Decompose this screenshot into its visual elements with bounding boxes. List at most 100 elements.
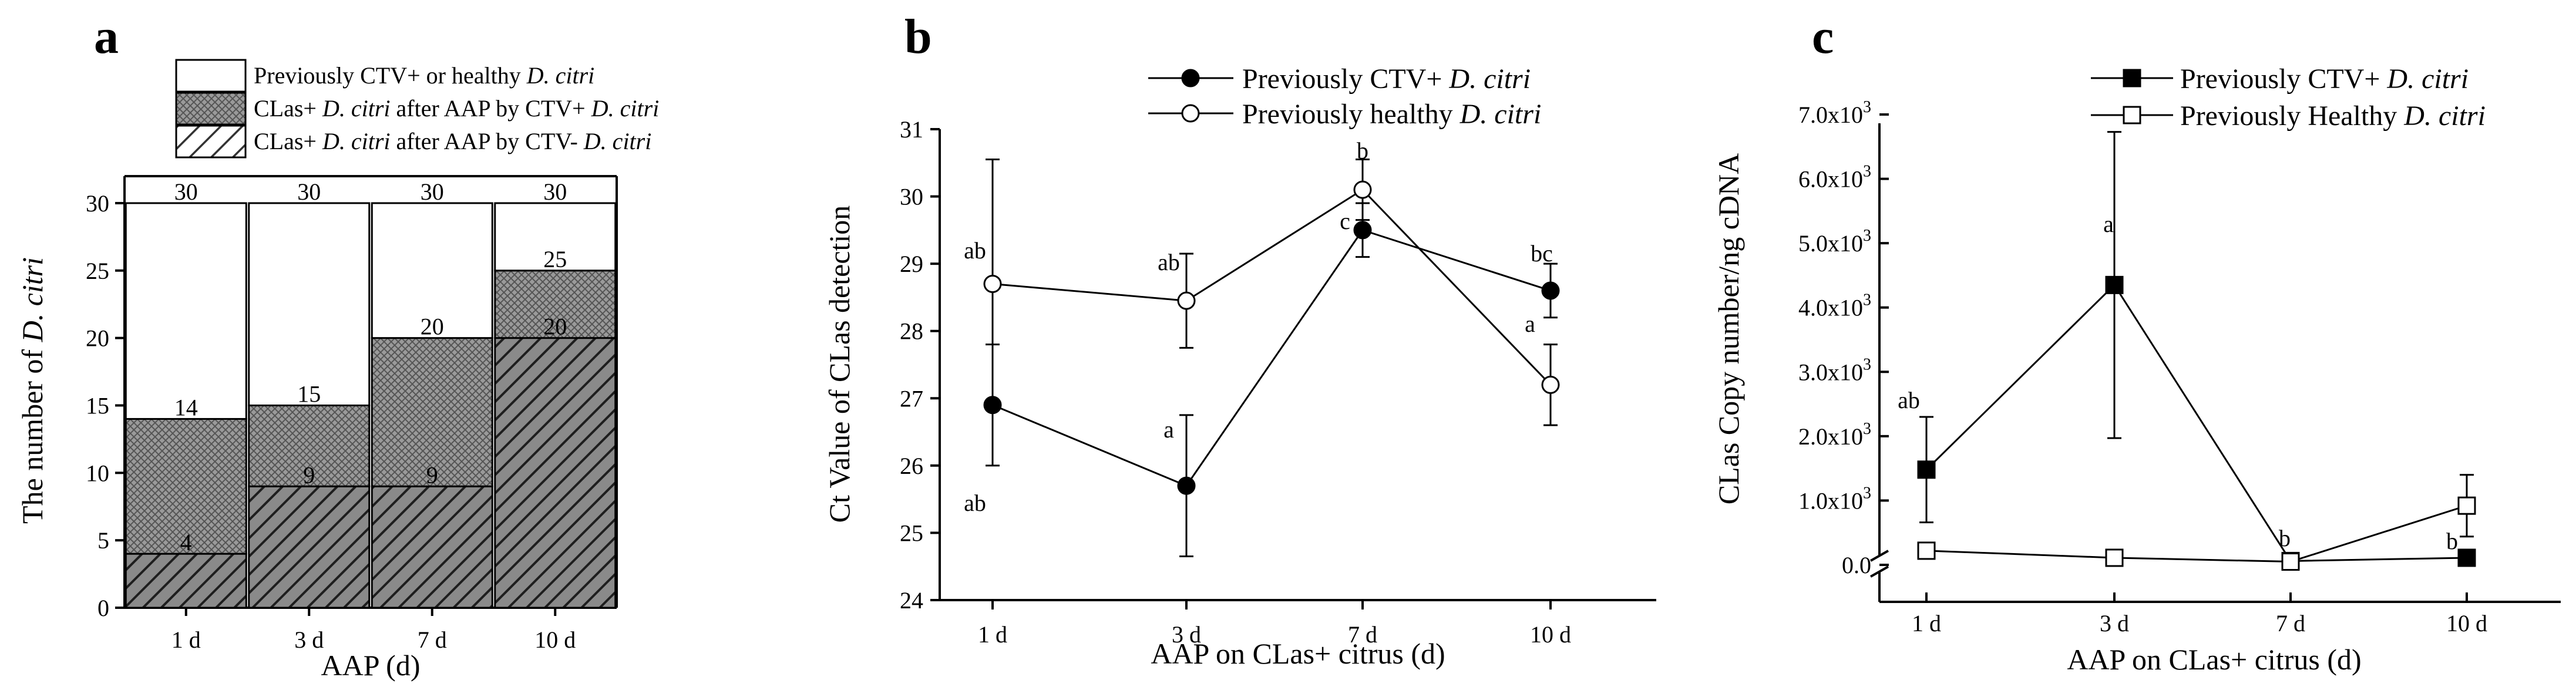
panel-c-point (2105, 275, 2124, 294)
panel-a-legend-label-part-0: CLas+ (254, 128, 322, 154)
panel-a-legend-label-part-0: Previously CTV+ or healthy (254, 62, 527, 89)
panel-a-stack-label: 9 (303, 462, 315, 488)
panel-b-legend-label: Previously healthy D. citri (1242, 99, 1541, 130)
panel-b-ytick-label: 30 (900, 184, 923, 210)
panel-b-significance-letter: ab (1158, 249, 1180, 275)
panel-a-bar-lower (248, 485, 371, 609)
panel-a-stack-label: 30 (174, 179, 198, 205)
panel-a-bars (125, 202, 617, 609)
panel-a-bar-lower (494, 337, 617, 609)
panel-c-ytick-exponent: 3 (1863, 420, 1871, 438)
panel-a-stack-label: 4 (180, 529, 192, 555)
panel-c-axis-break-1 (1870, 550, 1889, 562)
panel-a-stack-label: 25 (543, 246, 567, 272)
panel-c-ytick-label: 6.0x103 (1798, 163, 1871, 193)
panel-a-bar-top (125, 202, 247, 420)
panel-c-legend-label: Previously Healthy D. citri (2180, 100, 2486, 132)
panel-a-bar-middle (248, 404, 371, 487)
panel-b-series-line (992, 229, 1551, 487)
panel-c-significance-letter: b (2279, 525, 2291, 551)
panel-a-stack-label: 9 (426, 462, 438, 488)
panel-c-point (1917, 460, 1936, 479)
panel-c-x-ticks: 1 d 3 d 7 d 10 d (1912, 592, 2487, 637)
panel-c-series-line (1925, 283, 2467, 562)
panel-c-ytick-mantissa: 4.0x10 (1798, 295, 1863, 321)
panel-b-ytick-label: 29 (900, 251, 923, 277)
panel-a-bar-middle (494, 270, 617, 339)
panel-a-legend-label-part-2: after AAP by CTV- (391, 128, 584, 154)
panel-b-point (983, 275, 1002, 294)
panel-b-xtick-label: 7 d (1348, 621, 1377, 648)
panel-a-x-ticks: 1 d 3 d 7 d 10 d (171, 608, 576, 653)
panel-c-axis-break-2 (1870, 565, 1889, 578)
panel-a-legend-swatch (175, 92, 247, 126)
panel-a-y-label: The number of D. citri (16, 257, 49, 524)
panel-a-ytick-label: 25 (86, 258, 109, 284)
panel-c-ytick-exponent: 3 (1863, 163, 1871, 181)
panel-b-significance-letter: ab (964, 237, 986, 264)
panel-c-ytick-label: 2.0x103 (1798, 420, 1871, 450)
panel-b-xtick-label: 10 d (1530, 621, 1571, 648)
panel-a-bar-middle (371, 337, 493, 487)
panel-a-xtick-label: 7 d (418, 627, 447, 653)
panel-c-point (2457, 548, 2476, 567)
panel-a-stack-label: 14 (174, 394, 198, 420)
panel-b-y-ticks: 24 25 26 27 28 29 30 31 (900, 116, 940, 614)
panel-b-legend-marker (1181, 69, 1200, 87)
panel-c-xtick-label: 7 d (2276, 610, 2305, 637)
panel-a-stack-label: 30 (421, 179, 444, 205)
panel-b-xtick-label: 3 d (1172, 621, 1201, 648)
panel-b-significance-letter: bc (1531, 240, 1553, 267)
panel-c-xtick-label: 10 d (2446, 610, 2487, 637)
panel-c-ytick-label: 4.0x103 (1798, 291, 1871, 321)
panel-c-ytick-mantissa: 1.0x10 (1798, 487, 1863, 514)
panel-c-ytick-mantissa: 6.0x10 (1798, 166, 1863, 193)
panel-c-legend-marker (2123, 106, 2141, 124)
panel-a-ytick-label: 20 (86, 325, 109, 352)
panel-a-bar-top (248, 202, 371, 406)
panel-c-ytick-exponent: 3 (1863, 484, 1871, 502)
panel-b-significance-letter: ab (964, 490, 986, 516)
panel-c-legend-label-part-1: D. citri (2403, 100, 2486, 132)
panel-a-bar-lower (125, 553, 247, 609)
panel-c-ytick-mantissa: 7.0x10 (1798, 102, 1863, 128)
panel-c-ytick-label: 3.0x103 (1798, 355, 1871, 385)
panel-c-ytick-label: 1.0x103 (1798, 484, 1871, 514)
panel-a-legend-swatch (175, 124, 247, 159)
panel-a-letter: a (94, 9, 119, 64)
panel-b-significance-letter: c (1340, 208, 1350, 234)
panel-a-legend-label-part-3: D. citri (591, 95, 660, 122)
panel-c-point (2457, 496, 2476, 515)
panel-a-legend-label-part-1: D. citri (322, 128, 391, 154)
panel-b-significance-letter: b (1357, 137, 1368, 164)
panel-a-legend-label: CLas+ D. citri after AAP by CTV- D. citr… (254, 128, 651, 154)
panel-c-ytick-mantissa: 0.0 (1842, 552, 1871, 578)
panel-c-ytick-exponent: 3 (1863, 227, 1871, 245)
panel-c-significance-letter: a (2103, 211, 2114, 237)
panel-a-ytick-label: 5 (97, 527, 109, 554)
panel-c-ytick-mantissa: 5.0x10 (1798, 230, 1863, 257)
panel-a-ytick-label: 15 (86, 392, 109, 419)
panel-b-legend-label-part-1: D. citri (1448, 63, 1531, 95)
panel-a-stack-label: 30 (543, 179, 567, 205)
panel-c-letter: c (1812, 9, 1834, 64)
panel-b-ytick-label: 31 (900, 116, 923, 143)
panel-b-ytick-label: 25 (900, 520, 923, 546)
panel-c-ytick-label: 5.0x103 (1798, 227, 1871, 257)
panel-a-xtick-label: 1 d (171, 627, 201, 653)
panel-a-x-label: AAP (d) (321, 649, 421, 682)
panel-a-stack-label: 15 (297, 380, 321, 407)
panel-b-point (1353, 180, 1372, 199)
panel-b-ytick-label: 24 (900, 587, 923, 614)
panel-a-xtick-label: 10 d (534, 627, 576, 653)
panel-a-legend-label: Previously CTV+ or healthy D. citri (254, 62, 594, 89)
panel-c-ytick-label: 7.0x103 (1798, 98, 1871, 128)
panel-b-xtick-label: 1 d (978, 621, 1007, 648)
panel-c-point (1917, 541, 1936, 560)
panel-c-y-label: CLas Copy number/ng cDNA (1712, 153, 1745, 505)
panel-a-xtick-label: 3 d (294, 627, 324, 653)
panel-a-stack-labels: 4 14 30 9 15 30 9 20 30 20 25 30 (174, 179, 567, 555)
